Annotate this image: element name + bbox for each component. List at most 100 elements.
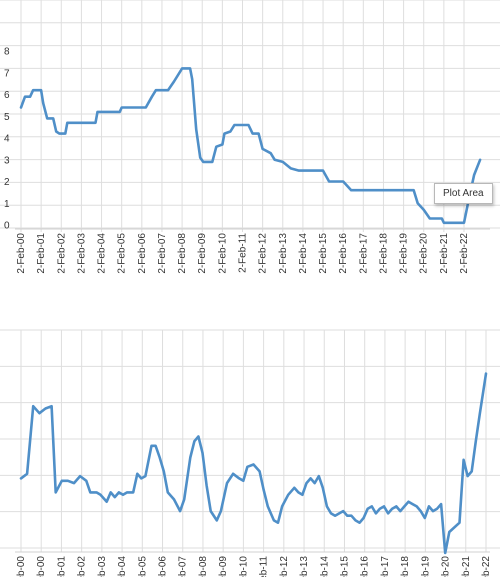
data-point <box>432 510 434 512</box>
data-point <box>436 508 438 510</box>
data-point <box>458 522 460 524</box>
data-point <box>328 180 330 182</box>
series-line[interactable] <box>19 372 488 555</box>
data-point <box>197 435 199 437</box>
data-point <box>154 445 156 447</box>
data-point <box>334 515 336 517</box>
data-point <box>55 491 57 493</box>
data-point <box>423 209 425 211</box>
x-tick-label: 2-Feb-00 <box>16 233 27 274</box>
data-point <box>173 498 175 500</box>
data-point <box>121 106 123 108</box>
data-point <box>99 494 101 496</box>
x-tick-label: 2-Feb-00 <box>36 556 47 577</box>
data-point <box>252 463 254 465</box>
data-point <box>201 452 203 454</box>
data-point <box>233 124 235 126</box>
data-point <box>159 456 161 458</box>
data-point <box>395 505 397 507</box>
x-tick-label: 2-Feb-10 <box>238 556 249 577</box>
data-point <box>463 222 465 224</box>
series-line[interactable] <box>19 67 482 225</box>
data-point <box>282 161 284 163</box>
data-point <box>40 89 42 91</box>
data-point <box>242 480 244 482</box>
data-point <box>257 132 259 134</box>
data-point <box>189 67 191 69</box>
x-tick-label: 2-Feb-07 <box>157 233 168 274</box>
x-tick-label: 2-Feb-03 <box>97 556 108 577</box>
data-point <box>50 405 52 407</box>
data-point <box>263 489 265 491</box>
data-point <box>202 161 204 163</box>
x-tick-label: 2-Feb-02 <box>56 233 67 274</box>
data-point <box>195 128 197 130</box>
data-point <box>367 508 369 510</box>
data-point <box>85 480 87 482</box>
data-point <box>20 106 22 108</box>
data-point <box>181 67 183 69</box>
data-point <box>270 152 272 154</box>
x-tick-label: 2-Feb-05 <box>117 233 128 274</box>
x-tick-label: 2-Feb-02 <box>77 556 88 577</box>
x-tick-label: 2-Feb-04 <box>97 233 108 274</box>
data-point <box>205 484 207 486</box>
data-point <box>215 146 217 148</box>
x-tick-label: 2-Feb-12 <box>258 233 269 274</box>
data-point <box>55 130 57 132</box>
x-tick-label: 2-Feb-14 <box>319 556 330 577</box>
x-tick-label: 2-Feb-04 <box>117 556 128 577</box>
y-tick-label: 4 <box>4 134 10 145</box>
x-tick-label: 2-Feb-08 <box>177 233 188 274</box>
data-point <box>322 487 324 489</box>
data-point <box>443 222 445 224</box>
data-point <box>193 440 195 442</box>
x-tick-label: 2-Feb-17 <box>358 233 369 274</box>
data-point <box>155 89 157 91</box>
data-point <box>64 132 66 134</box>
data-point <box>429 217 431 219</box>
y-tick-label: 1 <box>4 199 10 210</box>
data-point <box>485 372 487 374</box>
data-point <box>383 505 385 507</box>
data-point <box>42 102 44 104</box>
x-tick-label: 2-Feb-09 <box>197 233 208 274</box>
data-point <box>350 189 352 191</box>
data-point <box>274 159 276 161</box>
data-point <box>387 512 389 514</box>
x-tick-label: 2-Feb-13 <box>278 233 289 274</box>
x-tick-label: 2-Feb-15 <box>318 233 329 274</box>
x-tick-label: 2-Feb-03 <box>76 233 87 274</box>
x-tick-label: 2-Feb-11 <box>238 233 249 273</box>
data-point <box>342 510 344 512</box>
data-point <box>417 202 419 204</box>
data-point <box>38 412 40 414</box>
data-point <box>119 111 121 113</box>
data-point <box>362 189 364 191</box>
data-point <box>424 517 426 519</box>
data-point <box>411 503 413 505</box>
data-point <box>462 459 464 461</box>
chart-1[interactable]: 2-Feb-00 2-Feb-01 2-Feb-02 2-Feb-03 2-Feb-04… <box>0 0 500 274</box>
x-tick-label: 2-Feb-06 <box>158 556 169 577</box>
chart-2[interactable]: 2-Feb-00 2-Feb-00 2-Feb-01 2-Feb-02 2-Feb-03… <box>0 329 500 577</box>
data-point <box>338 512 340 514</box>
y-tick-label: 0 <box>4 221 10 232</box>
data-point <box>247 124 249 126</box>
data-point <box>24 96 26 98</box>
data-point <box>475 440 477 442</box>
data-point <box>273 519 275 521</box>
data-point <box>173 80 175 82</box>
data-point <box>251 132 253 134</box>
y-tick-label: 3 <box>4 155 10 166</box>
x-tick-label: 2-Feb-20 <box>419 233 430 274</box>
x-tick-label: 2-Feb-19 <box>420 556 431 577</box>
data-point <box>94 122 96 124</box>
data-point <box>32 89 34 91</box>
data-point <box>67 480 69 482</box>
data-point <box>46 117 48 119</box>
data-point <box>58 132 60 134</box>
data-point <box>379 508 381 510</box>
data-point <box>96 111 98 113</box>
x-tick-label: 2-Feb-16 <box>338 233 349 274</box>
